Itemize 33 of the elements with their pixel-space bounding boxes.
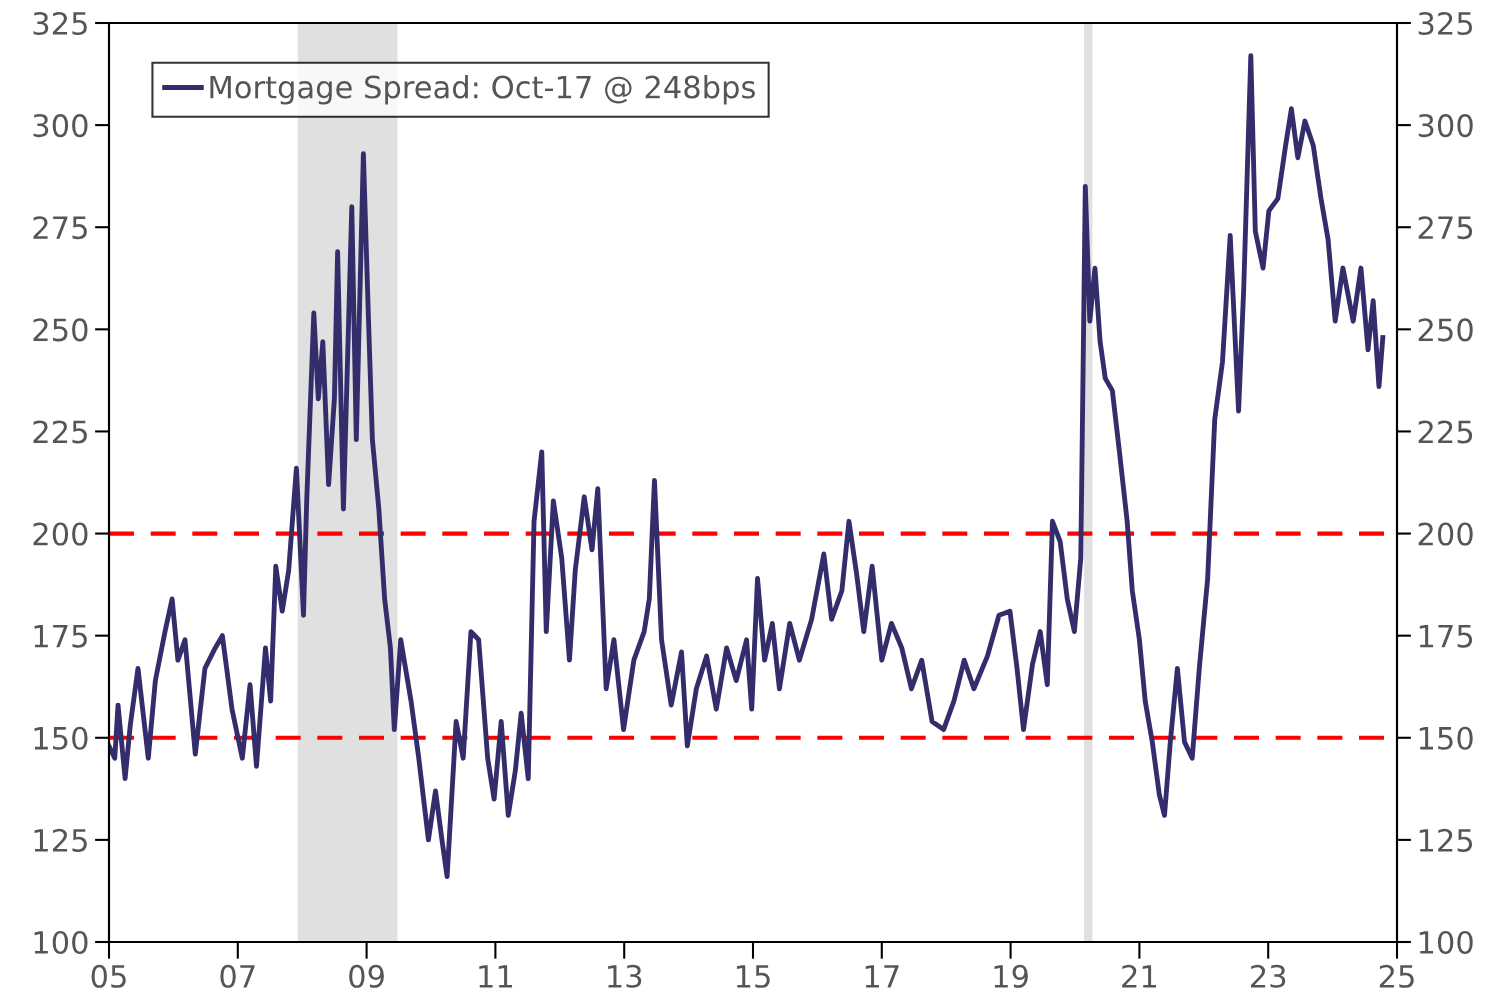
y2-tick-label: 225 [1418, 420, 1473, 444]
y2-tick-label: 300 [1418, 114, 1473, 138]
x-tick-label: 21 [1122, 964, 1157, 988]
y2-tick-label: 275 [1418, 216, 1473, 240]
y-tick-label: 225 [33, 420, 87, 444]
y-tick-label: 275 [33, 216, 87, 240]
x-tick-label: 23 [1251, 964, 1286, 988]
y-tick-label: 300 [33, 114, 88, 138]
y2-tick-label: 325 [1418, 11, 1473, 36]
y2-tick-label: 250 [1418, 318, 1473, 342]
x-tick-label: 13 [608, 964, 642, 988]
x-tick-label: 09 [349, 964, 384, 988]
y2-tick-label: 150 [1419, 726, 1473, 750]
x-tick-label: 11 [479, 965, 513, 988]
y2-tick-label: 125 [1419, 828, 1473, 852]
y-tick-label: 125 [34, 828, 87, 852]
y2-tick-label: 100 [1419, 930, 1473, 955]
x-tick-label: 17 [865, 965, 899, 988]
y-tick-label: 250 [33, 318, 88, 342]
y-tick-label: 175 [34, 625, 87, 648]
x-tick-label: 19 [994, 964, 1028, 988]
x-tick-label: 07 [220, 964, 255, 988]
y-tick-label: 150 [34, 726, 88, 750]
x-tick-label: 25 [1379, 964, 1414, 988]
x-tick-label: 15 [736, 965, 770, 988]
y2-tick-label: 175 [1419, 625, 1473, 648]
line-series [109, 53, 1386, 880]
y-tick-label: 200 [33, 522, 88, 546]
y-tick-label: 100 [34, 930, 88, 955]
x-tick-label: 05 [91, 964, 126, 988]
y2-tick-label: 200 [1418, 522, 1473, 546]
y-tick-label: 325 [33, 11, 87, 36]
legend-label: Mortgage Spread: Oct-17 @ 248bps [210, 74, 755, 105]
